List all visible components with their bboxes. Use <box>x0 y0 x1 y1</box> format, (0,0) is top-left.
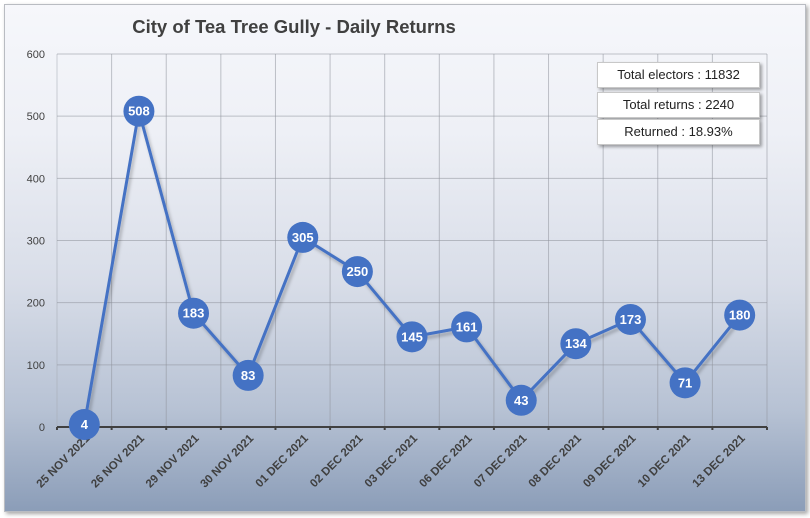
data-point: 83 <box>232 359 264 391</box>
data-label: 305 <box>292 230 314 245</box>
x-tick-label: 07 DEC 2021 <box>472 432 530 490</box>
y-tick-label: 0 <box>39 422 45 434</box>
data-point-marker <box>341 256 373 288</box>
data-series: 4 508 183 83 305 250 145 161 43 134 173 71 180 <box>68 95 756 441</box>
data-point: 508 <box>123 95 155 127</box>
total-returns-box: Total returns : 2240 <box>597 92 760 118</box>
total-electors-box: Total electors : 11832 <box>597 62 760 88</box>
x-tick-label: 03 DEC 2021 <box>363 432 421 490</box>
data-point: 43 <box>505 384 537 416</box>
x-tick-label: 30 NOV 2021 <box>199 432 257 490</box>
x-tick-label: 09 DEC 2021 <box>581 432 639 490</box>
x-tick-label: 13 DEC 2021 <box>691 432 749 490</box>
data-label: 173 <box>620 312 642 327</box>
data-point-marker <box>68 409 100 441</box>
data-label: 183 <box>183 306 205 321</box>
y-tick-label: 500 <box>27 111 45 123</box>
data-point-marker <box>178 297 210 329</box>
y-tick-label: 600 <box>27 49 45 61</box>
y-tick-label: 400 <box>27 173 45 185</box>
data-label: 161 <box>456 319 478 334</box>
x-tick-label: 08 DEC 2021 <box>527 432 585 490</box>
data-point-marker <box>123 95 155 127</box>
chart-title: City of Tea Tree Gully - Daily Returns <box>132 16 456 37</box>
x-tick-label: 10 DEC 2021 <box>636 432 694 490</box>
data-point-marker <box>396 321 428 353</box>
x-tick-label: 01 DEC 2021 <box>254 432 312 490</box>
data-label: 83 <box>241 368 255 383</box>
x-tick-label: 02 DEC 2021 <box>308 432 366 490</box>
data-point: 250 <box>341 256 373 288</box>
data-point-marker <box>451 311 483 343</box>
data-point: 4 <box>68 409 100 441</box>
data-point: 145 <box>396 321 428 353</box>
y-tick-label: 300 <box>27 236 45 248</box>
grid-lines <box>56 53 768 427</box>
data-label: 134 <box>565 336 587 351</box>
data-point-marker <box>232 359 264 391</box>
data-label: 250 <box>347 264 369 279</box>
data-point-marker <box>724 299 756 331</box>
data-label: 145 <box>401 329 423 344</box>
data-label: 180 <box>729 308 751 323</box>
data-point: 134 <box>560 328 592 360</box>
data-label: 71 <box>678 375 692 390</box>
data-label: 508 <box>128 104 150 119</box>
data-point: 161 <box>451 311 483 343</box>
x-tick-label: 06 DEC 2021 <box>417 432 475 490</box>
data-point-marker <box>560 328 592 360</box>
y-axis: 0 100 200 300 400 500 600 <box>27 49 45 434</box>
data-label: 4 <box>81 417 89 432</box>
data-point: 71 <box>669 367 701 399</box>
returned-percent-box: Returned : 18.93% <box>597 119 760 145</box>
y-tick-label: 200 <box>27 298 45 310</box>
data-point: 180 <box>724 299 756 331</box>
x-tick-label: 29 NOV 2021 <box>144 432 202 490</box>
data-point-marker <box>614 303 646 335</box>
data-point-marker <box>287 221 319 253</box>
data-point-marker <box>505 384 537 416</box>
data-point-marker <box>669 367 701 399</box>
x-tick-label: 25 NOV 2021 <box>35 432 93 490</box>
data-point: 173 <box>614 303 646 335</box>
series-line <box>82 109 741 425</box>
y-tick-label: 100 <box>27 360 45 372</box>
data-point: 305 <box>287 221 319 253</box>
data-point: 183 <box>178 297 210 329</box>
data-label: 43 <box>514 393 528 408</box>
x-tick-label: 26 NOV 2021 <box>89 432 147 490</box>
